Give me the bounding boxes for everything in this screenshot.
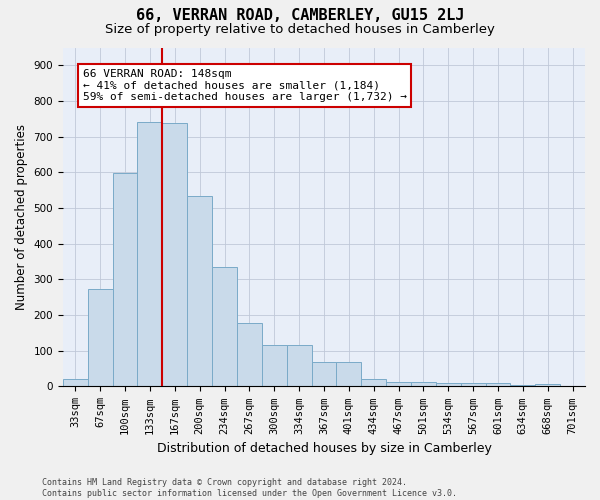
Y-axis label: Number of detached properties: Number of detached properties xyxy=(15,124,28,310)
Bar xyxy=(411,382,436,386)
Bar xyxy=(137,122,163,386)
Bar xyxy=(436,383,461,386)
Bar xyxy=(63,378,88,386)
Text: Contains HM Land Registry data © Crown copyright and database right 2024.
Contai: Contains HM Land Registry data © Crown c… xyxy=(42,478,457,498)
Text: Size of property relative to detached houses in Camberley: Size of property relative to detached ho… xyxy=(105,22,495,36)
Bar xyxy=(461,383,485,386)
Bar xyxy=(212,267,237,386)
Text: 66 VERRAN ROAD: 148sqm
← 41% of detached houses are smaller (1,184)
59% of semi-: 66 VERRAN ROAD: 148sqm ← 41% of detached… xyxy=(83,69,407,102)
Bar xyxy=(237,323,262,386)
Bar xyxy=(361,378,386,386)
Bar xyxy=(386,382,411,386)
Bar xyxy=(311,362,337,386)
Bar xyxy=(163,124,187,386)
Bar xyxy=(287,346,311,387)
Bar xyxy=(113,174,137,386)
Bar xyxy=(337,362,361,386)
X-axis label: Distribution of detached houses by size in Camberley: Distribution of detached houses by size … xyxy=(157,442,491,455)
Bar xyxy=(485,383,511,386)
Text: 66, VERRAN ROAD, CAMBERLEY, GU15 2LJ: 66, VERRAN ROAD, CAMBERLEY, GU15 2LJ xyxy=(136,8,464,22)
Bar xyxy=(88,290,113,386)
Bar xyxy=(187,196,212,386)
Bar xyxy=(262,346,287,387)
Bar xyxy=(535,384,560,386)
